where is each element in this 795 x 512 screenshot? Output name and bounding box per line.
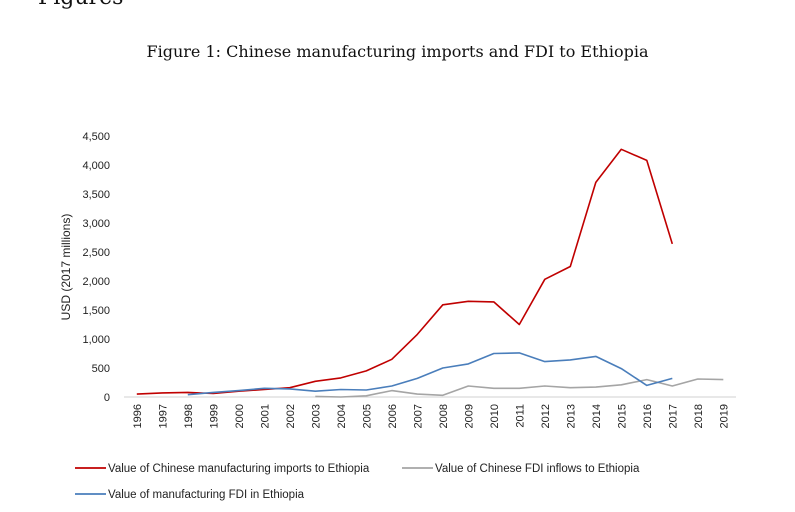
x-tick-label: 2006 bbox=[387, 404, 399, 428]
y-tick-label: 2,500 bbox=[82, 247, 110, 259]
legend-label: Value of Chinese FDI inflows to Ethiopia bbox=[435, 463, 640, 475]
x-tick-label: 2000 bbox=[234, 404, 246, 428]
y-axis-label: USD (2017 millions) bbox=[59, 214, 73, 321]
series-lines bbox=[136, 148, 724, 398]
y-axis: 0 500 1,000 1,500 2,000 2,500 3,000 3,500 4,000 4… bbox=[82, 131, 110, 404]
y-tick-label: 1,000 bbox=[82, 334, 110, 346]
x-tick-label: 2008 bbox=[438, 404, 450, 428]
x-tick-label: 1998 bbox=[183, 404, 195, 428]
x-tick-label: 2015 bbox=[616, 404, 628, 428]
legend-label: Value of Chinese manufacturing imports t… bbox=[108, 463, 370, 475]
x-tick-label: 2016 bbox=[642, 404, 654, 428]
series-line-2 bbox=[315, 378, 724, 398]
x-tick-label: 2018 bbox=[693, 404, 705, 428]
x-tick-label: 2004 bbox=[336, 404, 348, 428]
y-tick-label: 4,000 bbox=[82, 160, 110, 172]
series-line-1 bbox=[136, 148, 674, 395]
x-tick-label: 2012 bbox=[540, 404, 552, 428]
y-tick-label: 3,500 bbox=[82, 189, 110, 201]
x-tick-label: 2007 bbox=[412, 404, 424, 428]
x-tick-label: 2003 bbox=[310, 404, 322, 428]
x-tick-label: 2001 bbox=[259, 404, 271, 428]
legend: Value of Chinese manufacturing imports t… bbox=[75, 463, 640, 501]
x-axis: 1996 1997 1998 1999 2000 2001 2002 2003 2004 2005… bbox=[124, 396, 736, 428]
legend-label: Value of manufacturing FDI in Ethiopia bbox=[108, 489, 305, 501]
x-tick-label: 2014 bbox=[591, 404, 603, 428]
y-tick-label: 4,500 bbox=[82, 131, 110, 143]
x-tick-label: 2019 bbox=[718, 404, 730, 428]
x-tick-label: 2013 bbox=[565, 404, 577, 428]
figure-title: Figure 1: Chinese manufacturing imports … bbox=[146, 42, 649, 61]
x-tick-label: 2011 bbox=[514, 404, 526, 428]
series-line-3 bbox=[187, 352, 673, 396]
y-tick-label: 2,000 bbox=[82, 276, 110, 288]
x-tick-label: 2002 bbox=[285, 404, 297, 428]
section-heading: Figures bbox=[38, 0, 123, 10]
x-tick-label: 2005 bbox=[361, 404, 373, 428]
x-tick-label: 1996 bbox=[132, 404, 144, 428]
y-tick-label: 500 bbox=[92, 363, 110, 375]
y-tick-label: 1,500 bbox=[82, 305, 110, 317]
x-tick-label: 1999 bbox=[208, 404, 220, 428]
y-tick-label: 3,000 bbox=[82, 218, 110, 230]
x-tick-label: 2009 bbox=[463, 404, 475, 428]
x-tick-label: 1997 bbox=[157, 404, 169, 428]
y-tick-label: 0 bbox=[104, 392, 110, 404]
x-tick-label: 2017 bbox=[667, 404, 679, 428]
x-tick-label: 2010 bbox=[489, 404, 501, 428]
